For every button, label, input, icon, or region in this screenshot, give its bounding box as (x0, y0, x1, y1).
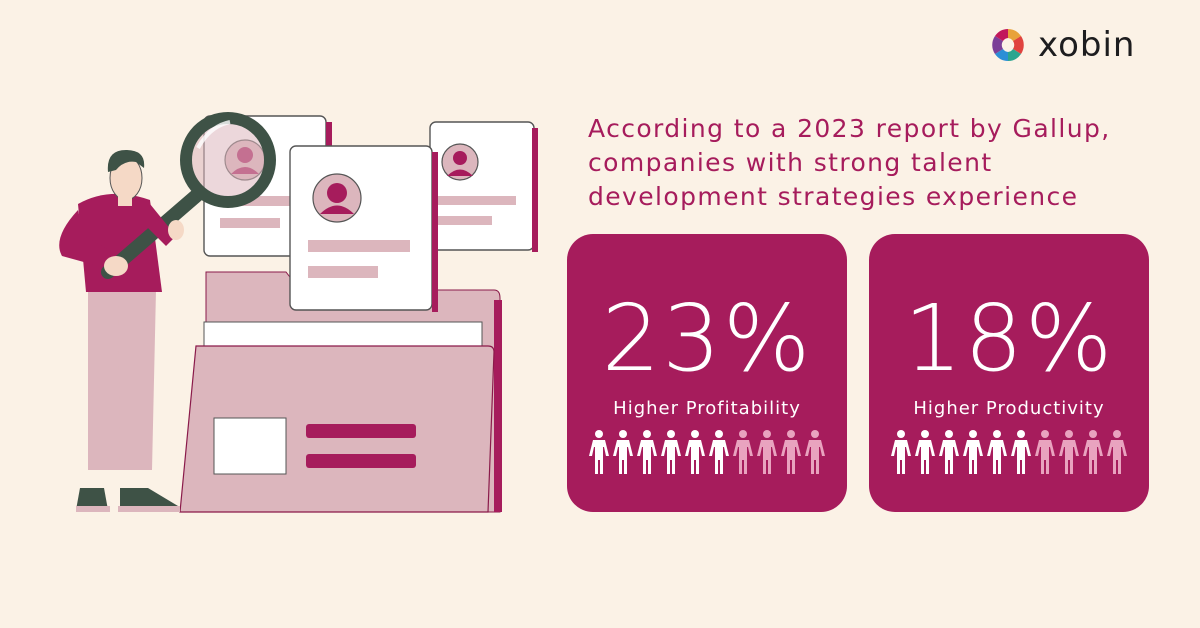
person-icon (709, 430, 729, 474)
person-icon (915, 430, 935, 474)
person-icon (1107, 430, 1127, 474)
stat-label: Higher Profitability (613, 398, 801, 419)
stat-value: 23% (601, 285, 813, 392)
stat-card-productivity: 18% Higher Productivity (869, 234, 1149, 512)
person-icon (1083, 430, 1103, 474)
person-icon (637, 430, 657, 474)
illustration (59, 112, 538, 513)
people-icon-row (589, 430, 825, 474)
stat-card-profitability: 23% Higher Profitability (567, 234, 847, 512)
xobin-logo-icon (992, 29, 1024, 61)
person-icon (987, 430, 1007, 474)
person-icon (757, 430, 777, 474)
person-icon (1011, 430, 1031, 474)
magnifying-glass-icon (101, 112, 276, 279)
person-icon (59, 150, 180, 512)
headline: According to a 2023 report by Gallup, co… (588, 114, 1111, 211)
person-icon (805, 430, 825, 474)
stat-label: Higher Productivity (913, 398, 1105, 419)
person-icon (891, 430, 911, 474)
person-icon (589, 430, 609, 474)
profile-card-icon (429, 121, 538, 252)
person-icon (685, 430, 705, 474)
brand-logo[interactable]: xobin (988, 22, 1135, 68)
stat-value: 18% (903, 285, 1115, 392)
person-icon (939, 430, 959, 474)
person-icon (661, 430, 681, 474)
person-icon (781, 430, 801, 474)
people-icon-row (891, 430, 1127, 474)
person-icon (963, 430, 983, 474)
person-icon (1059, 430, 1079, 474)
profile-card-icon (289, 145, 438, 312)
brand-name: xobin (1038, 25, 1136, 65)
person-icon (733, 430, 753, 474)
person-icon (613, 430, 633, 474)
person-icon (1035, 430, 1055, 474)
